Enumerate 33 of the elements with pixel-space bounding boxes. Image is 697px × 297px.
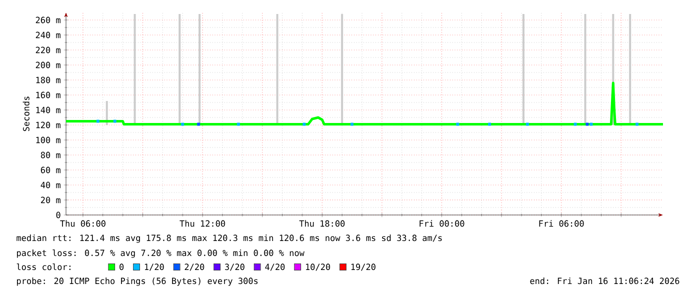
y-tick-label: 200 m (36, 62, 60, 68)
y-tick-label: 180 m (36, 76, 60, 84)
y-tick-label: 120 m (36, 122, 60, 128)
y-tick-label: 80 m (40, 152, 60, 158)
x-tick-label: Fri 06:00 (539, 220, 584, 227)
text: end: Fri Jan 16 11:06:24 2026 (530, 278, 680, 284)
y-tick-label: 100 m (36, 136, 60, 144)
y-tick-label: 220 m (36, 46, 60, 54)
y-tick-label: 60 m (40, 166, 60, 174)
y-axis-title: Seconds (22, 96, 30, 132)
text: packet loss: 0.57 % avg 7.20 % max 0.00 % min 0.00 % now (17, 249, 304, 258)
text: probe: 20 ICMP Echo Pings (56 Bytes) every 300s (17, 278, 258, 286)
y-tick-label: 140 m (36, 106, 60, 114)
legend-label: 4/20 (265, 264, 285, 271)
line-series (64, 82, 664, 126)
y-tick-label: 20 m (41, 196, 60, 204)
y-tick-label: 240 m (36, 32, 60, 38)
x-tick-label: Fri 00:00 (420, 220, 464, 227)
x-tick-label: Thu 06:00 (60, 220, 106, 227)
x-tick-label: Thu 18:00 (299, 220, 345, 227)
x-tick-label: Thu 12:00 (180, 220, 226, 227)
legend-label: 3/20 (225, 264, 244, 271)
y-tick-label: 160 m (36, 92, 60, 98)
legend-label: 0 (120, 264, 124, 270)
legend-label: 2/20 (184, 264, 204, 271)
legend-label: 19/20 (351, 264, 376, 271)
y-tick-label: 40 m (40, 182, 60, 188)
y-tick-label: 0 (56, 212, 60, 218)
legend-label: 1/20 (144, 264, 164, 271)
legend-label: 10/20 (306, 264, 330, 271)
text: median rtt: 121.4 ms avg 175.8 ms max 120.3 ms min 120.6 ms now 3.6 ms sd 33.8 am/s (16, 234, 442, 243)
text: loss color: (16, 263, 70, 270)
y-tick-label: 260 m (36, 16, 60, 24)
